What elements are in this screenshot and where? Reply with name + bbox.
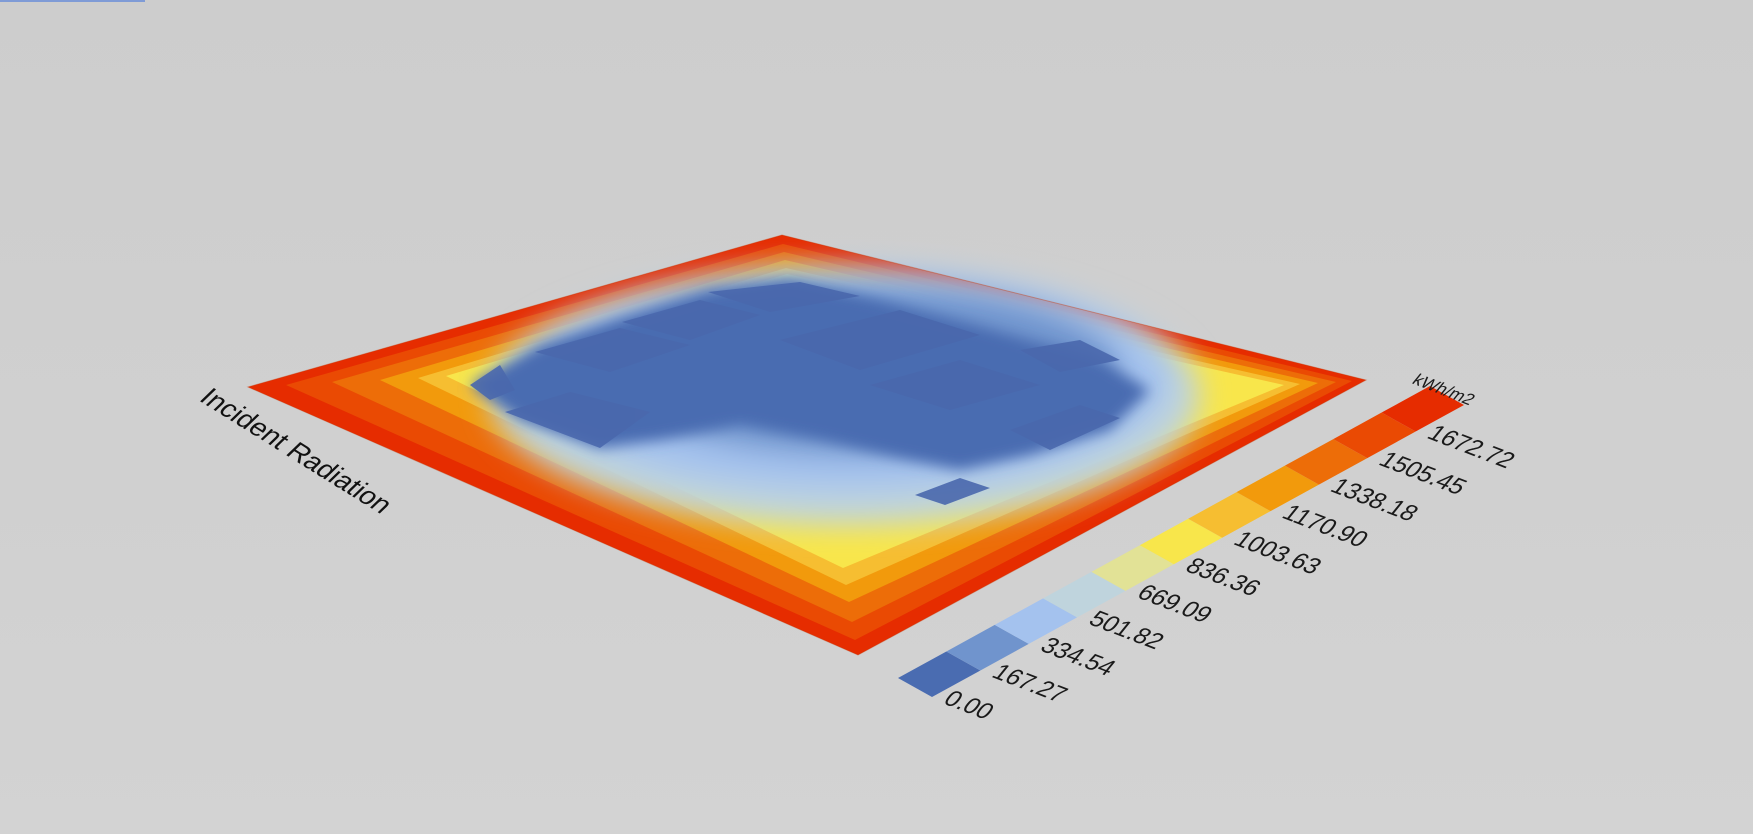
legend-swatch bbox=[1043, 571, 1126, 618]
legend-swatch bbox=[946, 624, 1029, 671]
legend-swatch bbox=[1381, 386, 1464, 432]
building-shadow-blocks bbox=[470, 282, 1120, 505]
legend-swatch bbox=[1139, 518, 1223, 565]
legend-swatch bbox=[994, 598, 1078, 644]
legend-tick-label: 334.54 bbox=[1035, 633, 1121, 681]
heatmap-core-region bbox=[470, 280, 1150, 470]
legend-swatch bbox=[1236, 465, 1319, 512]
heatmap-surface[interactable] bbox=[246, 234, 1368, 656]
legend-swatch bbox=[1284, 439, 1368, 485]
legend-tick-label: 669.09 bbox=[1132, 580, 1218, 628]
viewport-tab-indicator bbox=[0, 0, 145, 2]
legend-swatch bbox=[898, 651, 981, 697]
heatmap-edge bbox=[246, 234, 1368, 656]
legend-swatch bbox=[1091, 545, 1174, 591]
legend-tick-label: 836.36 bbox=[1180, 554, 1266, 602]
legend-tick-label: 501.82 bbox=[1083, 607, 1169, 655]
legend-tick-label: 167.27 bbox=[986, 660, 1072, 708]
legend-tick-label: 0.00 bbox=[938, 686, 999, 724]
legend-swatch bbox=[1333, 412, 1416, 459]
legend-swatch bbox=[1188, 492, 1271, 538]
